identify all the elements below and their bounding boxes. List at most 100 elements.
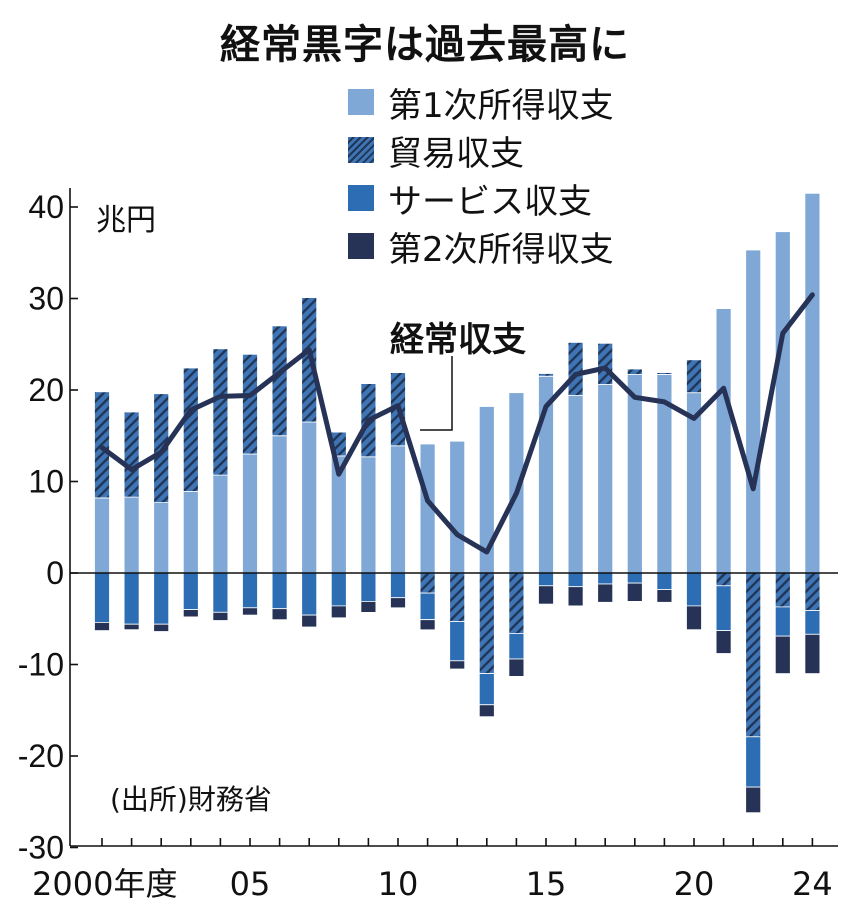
x-tick-label: 05 — [230, 865, 271, 903]
bar-trade-2024 — [804, 572, 821, 611]
bar-secondary-income-2015 — [538, 585, 554, 605]
legend-label-trade: 貿易収支 — [388, 133, 524, 174]
legend-label-primary-income: 第1次所得収支 — [388, 85, 614, 126]
bar-secondary-income-2007 — [301, 614, 318, 628]
bar-secondary-income-2004 — [212, 611, 229, 621]
bar-services-2003 — [182, 572, 199, 610]
bar-trade-2003 — [182, 367, 199, 492]
y-tick-label: -10 — [18, 647, 64, 683]
bar-primary-income-2018 — [626, 373, 643, 574]
bar-secondary-income-2008 — [330, 605, 347, 619]
x-tick-label: 15 — [526, 865, 567, 903]
bar-primary-income-2005 — [242, 453, 258, 574]
bar-secondary-income-2009 — [360, 601, 377, 613]
y-tick-label: -30 — [18, 830, 64, 866]
bar-services-2010 — [390, 572, 406, 599]
bar-services-2006 — [271, 572, 288, 610]
bar-primary-income-2004 — [212, 474, 229, 574]
x-tick-label: 2000年度 — [32, 865, 177, 903]
bar-secondary-income-2001 — [123, 623, 140, 631]
bar-primary-income-2010 — [390, 445, 406, 574]
bar-trade-2021 — [715, 572, 732, 587]
bar-secondary-income-2003 — [182, 609, 199, 618]
bar-trade-2006 — [271, 325, 288, 437]
legend-item-services: サービス収支 — [348, 174, 614, 222]
bar-trade-2004 — [212, 348, 229, 476]
bar-secondary-income-2014 — [508, 658, 525, 677]
bar-primary-income-2002 — [153, 502, 170, 574]
y-tick-label: -20 — [18, 738, 64, 774]
bar-trade-2018 — [626, 368, 643, 375]
bar-secondary-income-2002 — [153, 623, 170, 632]
bar-services-2011 — [419, 592, 436, 620]
bar-services-2013 — [478, 673, 495, 706]
y-tick-label: 20 — [28, 372, 64, 408]
bar-secondary-income-2019 — [656, 589, 673, 603]
bar-trade-2001 — [123, 411, 140, 498]
bar-trade-2014 — [508, 572, 525, 634]
legend-item-primary-income: 第1次所得収支 — [348, 78, 614, 126]
x-tick-label: 20 — [674, 865, 715, 903]
bar-primary-income-2021 — [715, 308, 732, 574]
bar-trade-2015 — [538, 373, 554, 377]
bar-services-2017 — [597, 572, 614, 585]
bar-trade-2005 — [242, 353, 258, 455]
bar-trade-2019 — [656, 372, 673, 375]
bar-services-2004 — [212, 572, 229, 613]
bar-secondary-income-2012 — [449, 660, 466, 670]
bar-primary-income-2024 — [804, 192, 821, 574]
y-tick-label: 40 — [28, 189, 64, 225]
bar-secondary-income-2020 — [686, 605, 702, 631]
bar-services-2016 — [567, 572, 584, 588]
current-account-leader — [420, 356, 453, 431]
bar-primary-income-2023 — [774, 231, 791, 574]
bar-primary-income-2003 — [182, 491, 199, 574]
bar-services-2022 — [745, 736, 762, 788]
x-tick-label: 24 — [792, 865, 833, 903]
bar-secondary-income-2023 — [774, 635, 791, 674]
bar-trade-2011 — [419, 572, 436, 594]
current-account-line — [99, 292, 815, 555]
legend-item-secondary-income: 第2次所得収支 — [348, 222, 614, 270]
legend-swatch-primary-income — [348, 89, 374, 115]
bar-secondary-income-2006 — [271, 608, 288, 621]
legend-swatch-services — [348, 185, 374, 211]
bar-services-2012 — [449, 621, 466, 662]
bar-trade-2020 — [686, 359, 702, 394]
bar-services-2002 — [153, 572, 170, 625]
bar-primary-income-2022 — [745, 249, 762, 574]
bar-secondary-income-2013 — [478, 704, 495, 718]
source-note: (出所)財務省 — [110, 783, 272, 816]
bar-services-2021 — [715, 585, 732, 631]
y-tick-label: 0 — [46, 555, 64, 591]
bar-services-2023 — [774, 606, 791, 637]
bar-trade-2023 — [774, 572, 791, 608]
legend-label-secondary-income: 第2次所得収支 — [388, 229, 614, 270]
bar-secondary-income-2024 — [804, 633, 821, 674]
y-tick-label: 30 — [28, 281, 64, 317]
bar-trade-2000 — [94, 391, 110, 499]
bar-primary-income-2016 — [567, 395, 584, 574]
bar-services-2019 — [656, 572, 673, 590]
bar-secondary-income-2010 — [390, 597, 406, 609]
legend: 第1次所得収支 貿易収支 サービス収支 第2次所得収支 — [348, 78, 614, 270]
bar-secondary-income-2022 — [745, 786, 762, 814]
bar-primary-income-2000 — [94, 497, 110, 574]
bar-services-2008 — [330, 572, 347, 607]
bar-services-2014 — [508, 633, 525, 660]
bar-services-2024 — [804, 610, 821, 635]
bar-primary-income-2001 — [123, 496, 140, 574]
bar-secondary-income-2005 — [242, 607, 258, 616]
bar-secondary-income-2017 — [597, 583, 614, 603]
bar-secondary-income-2021 — [715, 630, 732, 654]
bar-secondary-income-2000 — [94, 622, 110, 632]
bar-services-2001 — [123, 572, 140, 625]
y-tick-label: 10 — [28, 464, 64, 500]
bar-trade-2012 — [449, 572, 466, 622]
bar-primary-income-2012 — [449, 440, 466, 574]
legend-item-trade: 貿易収支 — [348, 126, 614, 174]
bar-trade-2022 — [745, 572, 762, 738]
bar-primary-income-2009 — [360, 456, 377, 574]
bar-trade-2013 — [478, 572, 495, 674]
